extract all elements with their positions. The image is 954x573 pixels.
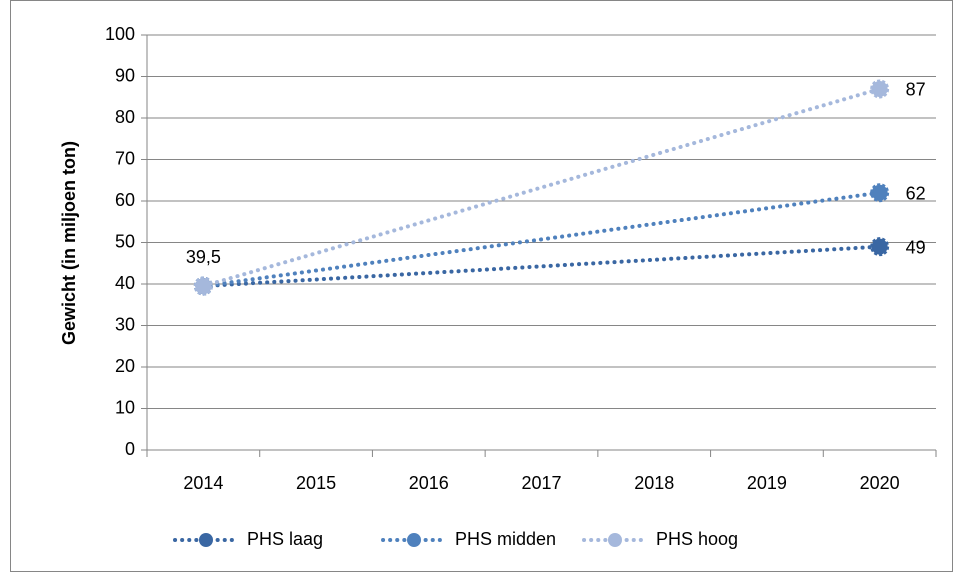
data-label: 62 (906, 183, 926, 203)
y-tick-label: 0 (125, 439, 135, 459)
chart-frame (10, 0, 953, 572)
y-tick-label: 70 (115, 148, 135, 168)
data-label: 49 (906, 237, 926, 257)
y-tick-label: 30 (115, 314, 135, 334)
y-tick-label: 50 (115, 231, 135, 251)
y-axis-label: Gewicht (in miljoen ton) (59, 141, 79, 345)
y-tick-label: 90 (115, 65, 135, 85)
y-tick-label: 60 (115, 190, 135, 210)
marker (870, 79, 890, 99)
x-tick-label: 2018 (634, 473, 674, 493)
x-tick-label: 2020 (860, 473, 900, 493)
legend-marker (608, 533, 622, 547)
legend-label: PHS midden (455, 529, 556, 549)
x-tick-label: 2014 (183, 473, 223, 493)
y-tick-label: 40 (115, 273, 135, 293)
marker (193, 276, 213, 296)
y-tick-label: 100 (105, 24, 135, 44)
marker (870, 237, 890, 257)
x-tick-label: 2015 (296, 473, 336, 493)
data-label: 39,5 (186, 247, 221, 267)
x-tick-label: 2017 (521, 473, 561, 493)
legend-marker (199, 533, 213, 547)
series-line (201, 190, 882, 289)
y-tick-label: 10 (115, 397, 135, 417)
series-line (201, 244, 882, 289)
y-tick-label: 80 (115, 107, 135, 127)
data-label: 87 (906, 80, 926, 100)
marker (870, 183, 890, 203)
x-tick-label: 2016 (409, 473, 449, 493)
legend-label: PHS laag (247, 529, 323, 549)
legend-marker (407, 533, 421, 547)
x-tick-label: 2019 (747, 473, 787, 493)
y-tick-label: 20 (115, 356, 135, 376)
legend-label: PHS hoog (656, 529, 738, 549)
